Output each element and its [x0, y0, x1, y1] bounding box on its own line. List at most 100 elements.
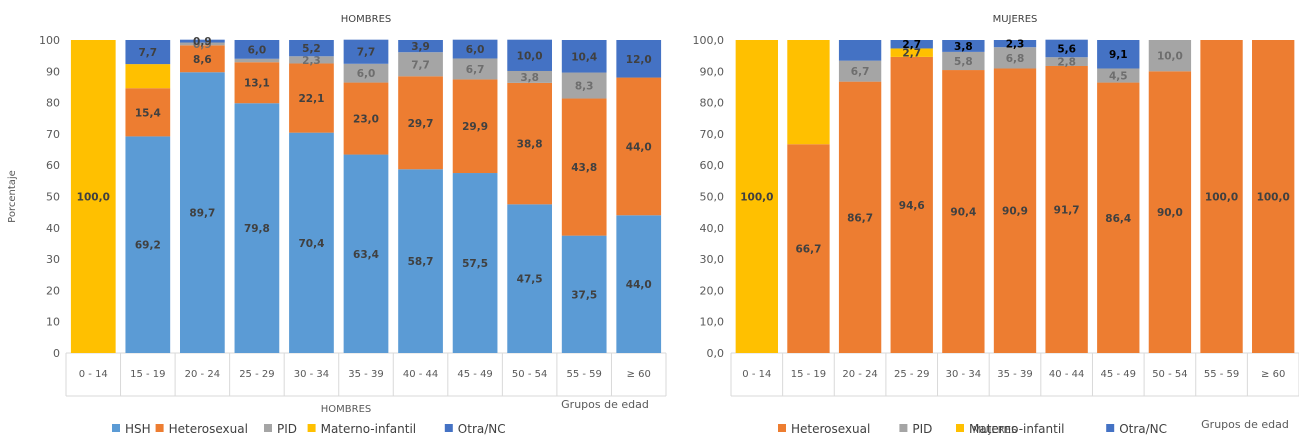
data-label: 86,7 — [847, 212, 873, 224]
legend-swatch-materno-infantil — [308, 424, 316, 432]
data-label: 5,8 — [954, 56, 973, 68]
y-tick-label: 50 — [46, 191, 60, 204]
y-tick-label: 10,0 — [700, 316, 725, 329]
data-label: 10,4 — [571, 51, 597, 63]
data-label: 90,4 — [950, 207, 976, 219]
x-tick-label: ≥ 60 — [1261, 369, 1285, 380]
data-label: 5,2 — [302, 43, 321, 55]
data-label: 4,5 — [1109, 71, 1128, 83]
x-tick-label: 15 - 19 — [791, 369, 826, 380]
data-label: 29,7 — [408, 118, 434, 130]
y-tick-label: 50,0 — [700, 191, 725, 204]
chart-panel-mujeres: MUJERES0,010,020,030,040,050,060,070,080… — [693, 14, 1299, 436]
data-label: 57,5 — [462, 258, 488, 270]
data-label: 100,0 — [740, 192, 773, 204]
y-tick-label: 10 — [46, 316, 60, 329]
y-tick-label: 100,0 — [693, 34, 725, 47]
x-tick-label: ≥ 60 — [627, 369, 651, 380]
y-tick-label: 20,0 — [700, 284, 725, 297]
data-label: 6,8 — [1006, 53, 1025, 65]
data-label: 8,6 — [193, 54, 212, 66]
legend-swatch-materno-infantil — [956, 424, 964, 432]
data-label: 12,0 — [626, 54, 652, 66]
legend-swatch-heterosexual — [778, 424, 786, 432]
bar-segment-pid — [235, 59, 280, 62]
data-label: 5,6 — [1057, 43, 1076, 55]
x-group-label: Grupos de edad — [1201, 418, 1289, 431]
data-label: 69,2 — [135, 240, 161, 252]
data-label: 2,3 — [302, 55, 321, 67]
data-label: 100,0 — [1257, 192, 1290, 204]
x-tick-label: 30 - 34 — [294, 369, 329, 380]
x-tick-label: 20 - 24 — [842, 369, 877, 380]
data-label: 13,1 — [244, 78, 270, 90]
data-label: 15,4 — [135, 107, 161, 119]
legend-label-hsh: HSH — [125, 422, 151, 436]
x-tick-label: 15 - 19 — [130, 369, 165, 380]
data-label: 63,4 — [353, 249, 379, 261]
data-label: 90,0 — [1157, 207, 1183, 219]
data-label: 3,9 — [411, 41, 430, 53]
y-tick-label: 40,0 — [700, 222, 725, 235]
x-tick-label: 55 - 59 — [566, 369, 601, 380]
y-tick-label: 80,0 — [700, 97, 725, 110]
x-tick-label: 50 - 54 — [1152, 369, 1187, 380]
y-tick-label: 90,0 — [700, 65, 725, 78]
x-group-label: Grupos de edad — [561, 398, 649, 411]
data-label: 89,7 — [189, 208, 215, 220]
data-label: 79,8 — [244, 223, 270, 235]
x-tick-label: 0 - 14 — [79, 369, 108, 380]
legend-label-pid: PID — [912, 422, 932, 436]
data-label: 44,0 — [626, 279, 652, 291]
y-tick-label: 70,0 — [700, 128, 725, 141]
data-label: 3,8 — [954, 41, 973, 53]
legend-label-materno-infantil: Materno-infantil — [969, 422, 1065, 436]
legend-swatch-hsh — [112, 424, 120, 432]
y-axis-label: Porcentaje — [7, 170, 18, 223]
data-label: 47,5 — [517, 274, 543, 286]
data-label: 100,0 — [1205, 192, 1238, 204]
data-label: 2,7 — [902, 39, 921, 51]
data-label: 8,3 — [575, 81, 594, 93]
data-label: 90,9 — [1002, 206, 1028, 218]
y-tick-label: 30 — [46, 253, 60, 266]
legend-swatch-otra-nc — [445, 424, 453, 432]
bar-segment-materno-infantil — [787, 40, 829, 144]
x-tick-label: 30 - 34 — [946, 369, 981, 380]
x-tick-label: 55 - 59 — [1204, 369, 1239, 380]
x-tick-label: 40 - 44 — [1049, 369, 1084, 380]
chart-title: HOMBRES — [341, 14, 392, 25]
legend-swatch-pid — [899, 424, 907, 432]
data-label: 22,1 — [298, 93, 324, 105]
data-label: 3,8 — [520, 72, 539, 84]
bar-segment-materno-infantil — [125, 64, 170, 88]
data-label: 91,7 — [1054, 204, 1080, 216]
bar-segment-otra-nc — [839, 40, 881, 61]
data-label: 10,0 — [517, 50, 543, 62]
legend-label-otra-nc: Otra/NC — [1119, 422, 1167, 436]
data-label: 7,7 — [357, 47, 376, 59]
x-tick-label: 0 - 14 — [742, 369, 771, 380]
x-tick-label: 50 - 54 — [512, 369, 547, 380]
x-tick-label: 35 - 39 — [348, 369, 383, 380]
data-label: 6,0 — [248, 44, 267, 56]
y-tick-label: 30,0 — [700, 253, 725, 266]
legend-swatch-heterosexual — [156, 424, 164, 432]
x-tick-label: 25 - 29 — [239, 369, 274, 380]
y-tick-label: 60,0 — [700, 159, 725, 172]
y-tick-label: 0 — [53, 347, 60, 360]
data-label: 2,8 — [1057, 57, 1076, 69]
data-label: 6,0 — [357, 68, 376, 80]
data-label: 70,4 — [298, 238, 324, 250]
data-label: 10,0 — [1157, 51, 1183, 63]
data-label: 44,0 — [626, 141, 652, 153]
y-tick-label: 90 — [46, 65, 60, 78]
data-label: 29,9 — [462, 121, 488, 133]
y-tick-label: 20 — [46, 284, 60, 297]
data-label: 7,7 — [139, 47, 158, 59]
x-tick-label: 40 - 44 — [403, 369, 438, 380]
